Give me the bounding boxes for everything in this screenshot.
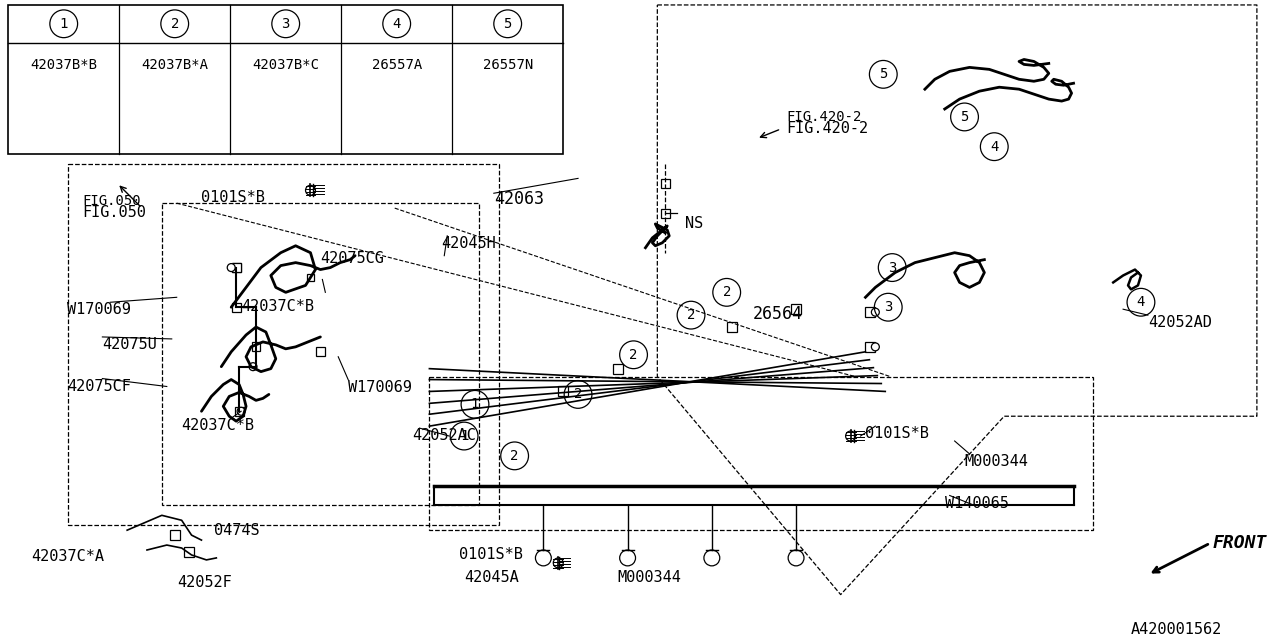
Text: W170069: W170069 [348, 380, 412, 394]
Bar [865, 307, 876, 317]
Text: 2: 2 [511, 449, 518, 463]
Text: 0474S: 0474S [214, 524, 260, 538]
Circle shape [250, 363, 257, 371]
Text: 42052F: 42052F [177, 575, 232, 590]
Bar [791, 304, 801, 314]
Bar [251, 342, 260, 351]
Text: FRONT: FRONT [1212, 534, 1267, 552]
Bar [558, 387, 568, 396]
Text: 0101S*B: 0101S*B [865, 426, 929, 441]
Text: 42052AC: 42052AC [412, 428, 476, 443]
Bar [170, 530, 179, 540]
Text: 42037C*B: 42037C*B [241, 300, 314, 314]
Text: 42037B*A: 42037B*A [141, 58, 209, 72]
Bar [727, 322, 736, 332]
Text: 42063: 42063 [494, 190, 544, 208]
Text: 2: 2 [573, 387, 582, 401]
Text: 5: 5 [960, 110, 969, 124]
Text: NS: NS [685, 216, 703, 231]
Text: 5: 5 [879, 67, 887, 81]
Bar [316, 348, 325, 356]
Text: FIG.050: FIG.050 [82, 194, 141, 208]
Text: 2: 2 [630, 348, 637, 362]
Text: 3: 3 [282, 17, 289, 31]
Text: 2: 2 [170, 17, 179, 31]
Bar [660, 209, 669, 218]
Text: W140065: W140065 [945, 495, 1009, 511]
Bar [68, 163, 499, 525]
Bar [161, 203, 479, 506]
Bar [8, 5, 563, 154]
Text: 4: 4 [393, 17, 401, 31]
Circle shape [620, 550, 636, 566]
Bar [232, 263, 241, 272]
Text: 26564: 26564 [753, 305, 803, 323]
Text: 1: 1 [460, 429, 468, 443]
Text: A420001562: A420001562 [1132, 622, 1222, 637]
Text: 42075CG: 42075CG [320, 251, 384, 266]
Circle shape [872, 308, 879, 316]
Bar [183, 547, 193, 557]
Text: 0101S*B: 0101S*B [460, 547, 524, 562]
Text: 2: 2 [722, 285, 731, 300]
Text: 42037C*A: 42037C*A [31, 549, 104, 564]
Bar [865, 342, 876, 352]
Text: 4: 4 [1137, 295, 1146, 309]
Circle shape [237, 407, 244, 415]
Text: 1: 1 [471, 397, 479, 412]
Circle shape [704, 550, 719, 566]
Bar [232, 303, 241, 312]
Text: 2: 2 [687, 308, 695, 322]
Text: FIG.050: FIG.050 [82, 205, 146, 220]
Text: 42037B*C: 42037B*C [252, 58, 319, 72]
Text: W170069: W170069 [67, 302, 131, 317]
Circle shape [306, 186, 315, 195]
Bar [613, 364, 622, 374]
Text: 0101S*B: 0101S*B [201, 190, 265, 205]
Text: 42045H: 42045H [442, 236, 497, 251]
Bar [232, 263, 241, 272]
Circle shape [846, 431, 855, 441]
Circle shape [788, 550, 804, 566]
Text: 42037B*B: 42037B*B [31, 58, 97, 72]
Text: 4: 4 [991, 140, 998, 154]
Bar [306, 273, 315, 282]
Text: 26557N: 26557N [483, 58, 532, 72]
Text: FIG.420-2: FIG.420-2 [786, 121, 868, 136]
Text: 42075CF: 42075CF [67, 379, 131, 394]
Text: 42052AD: 42052AD [1148, 315, 1212, 330]
Text: FIG.420-2: FIG.420-2 [786, 110, 861, 124]
Text: 42075U: 42075U [102, 337, 157, 352]
Text: 1: 1 [60, 17, 68, 31]
Bar [660, 179, 669, 188]
Circle shape [553, 558, 563, 568]
Text: 5: 5 [503, 17, 512, 31]
Circle shape [228, 264, 236, 271]
Text: 26557A: 26557A [371, 58, 422, 72]
Bar [429, 376, 1093, 530]
Text: 42037C*B: 42037C*B [182, 418, 255, 433]
Text: 3: 3 [888, 260, 896, 275]
Text: M000344: M000344 [618, 570, 681, 585]
Text: 42045A: 42045A [465, 570, 518, 585]
Text: 3: 3 [884, 300, 892, 314]
Text: M000344: M000344 [965, 454, 1028, 469]
Circle shape [535, 550, 552, 566]
Circle shape [872, 343, 879, 351]
Bar [234, 407, 243, 416]
